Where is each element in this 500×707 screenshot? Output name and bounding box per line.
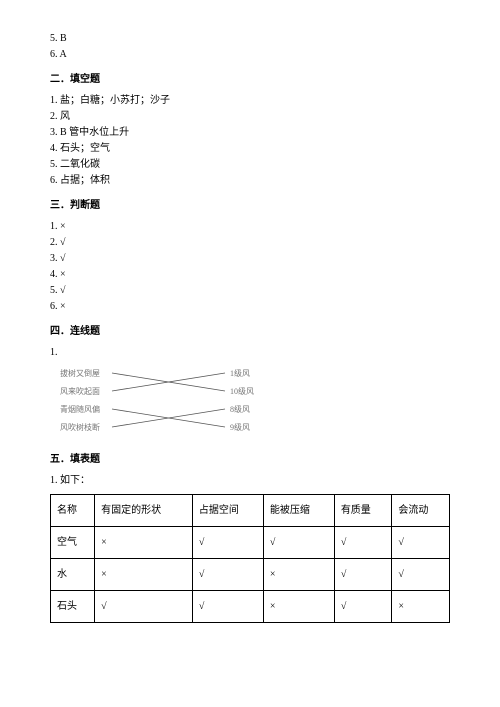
table-row: 空气 × √ √ √ √: [51, 527, 450, 559]
judge-item: 1. ×: [50, 219, 450, 234]
matching-left-label: 青烟随风偏: [60, 404, 100, 414]
top-answers: 5. B 6. A: [50, 31, 450, 62]
fill-blank-item: 6. 占据；体积: [50, 173, 450, 188]
fill-table-intro: 1. 如下：: [50, 473, 450, 488]
matching-left-label: 风来吹起面: [60, 386, 100, 396]
table-cell: ×: [263, 559, 334, 591]
table-cell: 水: [51, 559, 95, 591]
table-cell: √: [334, 559, 392, 591]
judge-item: 4. ×: [50, 267, 450, 282]
top-item: 5. B: [50, 31, 450, 46]
fill-table-block: 1. 如下： 名称 有固定的形状 占据空间 能被压缩 有质量 会流动 空气 × …: [50, 473, 450, 623]
table-cell: √: [263, 527, 334, 559]
table-cell: √: [392, 559, 450, 591]
section-heading-matching: 四．连线题: [50, 324, 450, 339]
table-row: 石头 √ √ × √ ×: [51, 591, 450, 623]
table-cell: ×: [263, 591, 334, 623]
table-cell: √: [192, 559, 263, 591]
table-cell: √: [392, 527, 450, 559]
fill-blank-item: 2. 风: [50, 109, 450, 124]
table-cell: ×: [95, 527, 193, 559]
section-heading-judge: 三．判断题: [50, 198, 450, 213]
top-item: 6. A: [50, 47, 450, 62]
table-cell: ×: [95, 559, 193, 591]
judge-item: 5. √: [50, 283, 450, 298]
table-cell: √: [95, 591, 193, 623]
fill-blank-item: 5. 二氧化碳: [50, 157, 450, 172]
matching-block: 1. 拔树又倒屋风来吹起面青烟随风偏风吹树枝断 1级风 10级风 8级风 9级风: [50, 345, 450, 442]
fill-blank-item: 1. 盐；白糖；小苏打；沙子: [50, 93, 450, 108]
section-heading-fill-blank: 二．填空题: [50, 72, 450, 87]
table-header-cell: 占据空间: [192, 495, 263, 527]
fill-blank-item: 4. 石头；空气: [50, 141, 450, 156]
judge-item: 6. ×: [50, 299, 450, 314]
table-cell: √: [334, 591, 392, 623]
section-heading-fill-table: 五．填表题: [50, 452, 450, 467]
matching-right-label: 1级风: [230, 368, 250, 378]
judge-item: 3. √: [50, 251, 450, 266]
table-cell: 石头: [51, 591, 95, 623]
table-header-cell: 能被压缩: [263, 495, 334, 527]
matching-left-label: 拔树又倒屋: [60, 368, 100, 378]
matching-right-label: 9级风: [230, 422, 250, 432]
matching-number: 1.: [50, 345, 58, 360]
judge-item: 2. √: [50, 235, 450, 250]
fill-blank-item: 3. B 管中水位上升: [50, 125, 450, 140]
matching-right-label: 8级风: [230, 404, 250, 414]
table-header-cell: 有固定的形状: [95, 495, 193, 527]
matching-diagram: 拔树又倒屋风来吹起面青烟随风偏风吹树枝断 1级风 10级风 8级风 9级风: [50, 362, 280, 442]
properties-table: 名称 有固定的形状 占据空间 能被压缩 有质量 会流动 空气 × √ √ √ √: [50, 494, 450, 623]
table-header-cell: 会流动: [392, 495, 450, 527]
matching-right-label: 10级风: [230, 386, 254, 396]
table-cell: √: [192, 527, 263, 559]
table-header-row: 名称 有固定的形状 占据空间 能被压缩 有质量 会流动: [51, 495, 450, 527]
table-cell: √: [334, 527, 392, 559]
table-row: 水 × √ × √ √: [51, 559, 450, 591]
table-header-cell: 有质量: [334, 495, 392, 527]
page-root: 5. B 6. A 二．填空题 1. 盐；白糖；小苏打；沙子 2. 风 3. B…: [0, 0, 500, 651]
matching-left-label: 风吹树枝断: [60, 422, 100, 432]
table-cell: ×: [392, 591, 450, 623]
table-cell: 空气: [51, 527, 95, 559]
table-cell: √: [192, 591, 263, 623]
fill-blank-list: 1. 盐；白糖；小苏打；沙子 2. 风 3. B 管中水位上升 4. 石头；空气…: [50, 93, 450, 188]
table-header-cell: 名称: [51, 495, 95, 527]
judge-list: 1. × 2. √ 3. √ 4. × 5. √ 6. ×: [50, 219, 450, 314]
